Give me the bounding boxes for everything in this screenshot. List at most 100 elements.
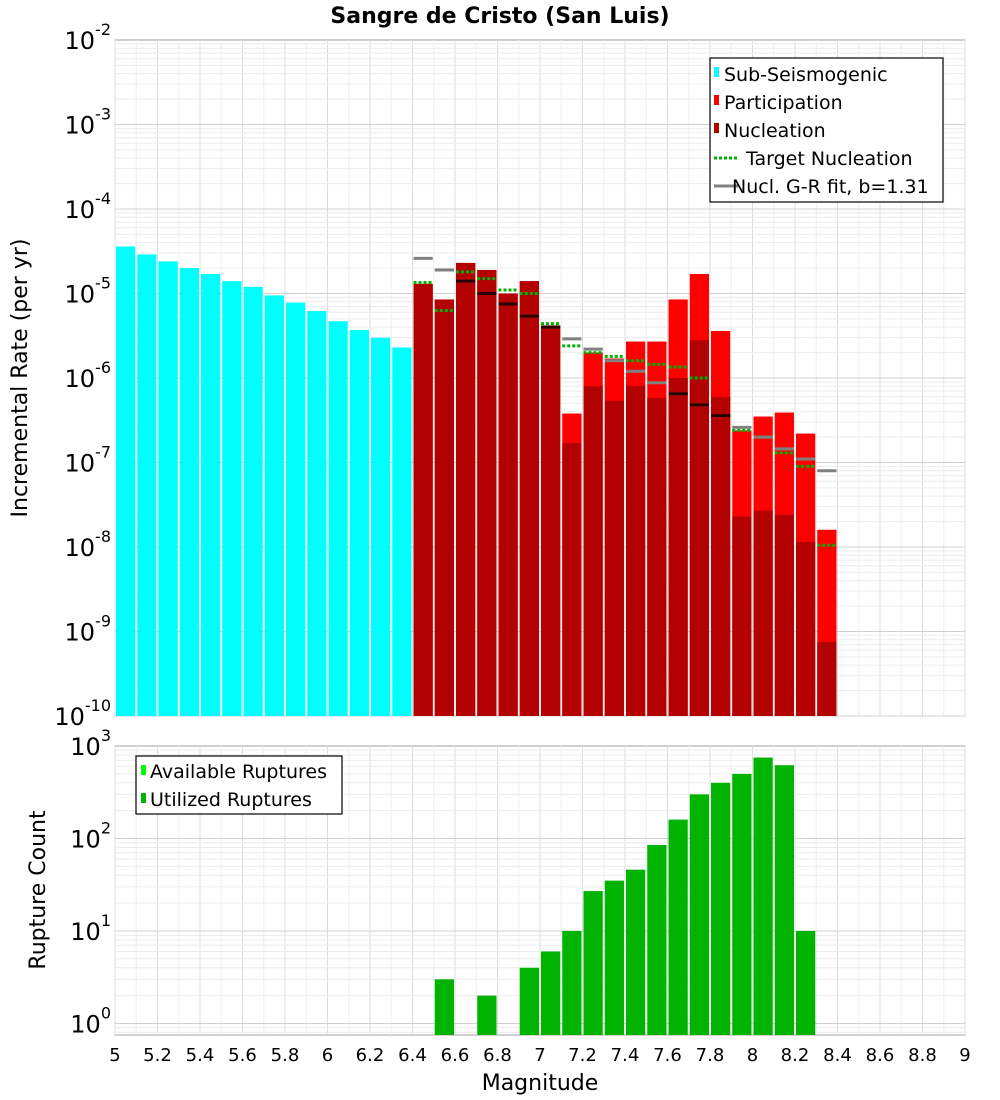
- x-tick-label: 5.2: [143, 1045, 172, 1066]
- bar-nucleation: [626, 386, 646, 716]
- bar-nucleation: [498, 293, 518, 716]
- bar-nucleation: [519, 281, 539, 716]
- bar-sub-seismogenic: [137, 254, 157, 716]
- bar-utilized-ruptures: [434, 979, 454, 1035]
- y-tick-label: 10-3: [65, 105, 112, 140]
- bar-nucleation: [604, 400, 624, 716]
- x-tick-label: 9: [959, 1045, 970, 1066]
- rate-plot-segments: [413, 256, 837, 547]
- rate-legend-box: [709, 57, 944, 203]
- y-tick-label: 100: [70, 1003, 111, 1038]
- bar-utilized-ruptures: [519, 967, 539, 1035]
- legend-swatch: [714, 123, 719, 133]
- count-y-axis-label: Rupture Count: [26, 810, 51, 970]
- bar-nucleation: [774, 514, 794, 716]
- legend-label: Participation: [724, 92, 843, 114]
- count-plot: 100 101 102 103 Rupture Count Available Rup…: [26, 726, 966, 1038]
- legend-label: Target Nucleation: [745, 148, 913, 170]
- y-tick-label: 10-5: [65, 274, 112, 309]
- bar-nucleation: [541, 327, 561, 716]
- bar-utilized-ruptures: [689, 794, 709, 1035]
- x-tick-label: 6.4: [398, 1045, 427, 1066]
- bar-utilized-ruptures: [668, 819, 688, 1035]
- bar-nucleation: [753, 510, 773, 716]
- x-tick-label: 6: [322, 1045, 333, 1066]
- rate-y-axis-label: Incremental Rate (per yr): [8, 239, 33, 518]
- y-tick-label: 103: [70, 726, 111, 761]
- bar-nucleation: [456, 262, 476, 716]
- bar-sub-seismogenic: [328, 321, 348, 716]
- legend-swatch: [141, 765, 146, 775]
- x-tick-label: 5.8: [271, 1045, 300, 1066]
- bar-utilized-ruptures: [583, 891, 603, 1035]
- bar-nucleation: [647, 397, 667, 716]
- y-tick-label: 10-8: [65, 527, 112, 562]
- legend-label: Nucl. G-R fit, b=1.31: [732, 176, 929, 198]
- x-tick-label: 7.4: [611, 1045, 640, 1066]
- x-tick-label: 8.2: [781, 1045, 810, 1066]
- bar-sub-seismogenic: [371, 337, 391, 716]
- x-axis-label: Magnitude: [482, 1071, 599, 1096]
- bar-nucleation: [413, 283, 433, 716]
- count-plot-bars: [434, 757, 816, 1035]
- bar-utilized-ruptures: [774, 765, 794, 1035]
- y-tick-label: 101: [70, 911, 111, 946]
- rate-plot-bars: [116, 246, 837, 716]
- bar-sub-seismogenic: [222, 281, 242, 716]
- bar-nucleation: [796, 541, 816, 716]
- x-tick-label: 5.4: [186, 1045, 215, 1066]
- x-tick-label: 6.8: [483, 1045, 512, 1066]
- bar-utilized-ruptures: [604, 880, 624, 1035]
- x-tick-label: 8.6: [866, 1045, 895, 1066]
- bar-sub-seismogenic: [307, 311, 327, 716]
- x-tick-label: 7.8: [696, 1045, 725, 1066]
- bar-nucleation: [477, 269, 497, 716]
- y-tick-label: 10-9: [65, 612, 112, 647]
- y-tick-label: 10-10: [54, 696, 111, 731]
- legend-label: Available Ruptures: [150, 761, 327, 783]
- x-tick-label: 6.6: [441, 1045, 470, 1066]
- bar-utilized-ruptures: [541, 951, 561, 1035]
- x-tick-label: 8.4: [823, 1045, 852, 1066]
- legend-swatch: [714, 95, 719, 105]
- bar-sub-seismogenic: [243, 286, 263, 716]
- y-tick-label: 10-7: [65, 443, 112, 478]
- x-tick-label: 5.6: [228, 1045, 257, 1066]
- legend-label: Nucleation: [724, 120, 826, 142]
- rate-legend: Sub-Seismogenic Participation Nucleation Ta…: [709, 57, 944, 203]
- count-y-ticks: 100 101 102 103: [70, 726, 111, 1038]
- bar-sub-seismogenic: [201, 274, 221, 716]
- bar-sub-seismogenic: [158, 261, 178, 716]
- y-tick-label: 102: [70, 818, 111, 853]
- legend-label: Sub-Seismogenic: [724, 64, 888, 86]
- legend-label: Utilized Ruptures: [150, 789, 312, 811]
- bar-utilized-ruptures: [477, 995, 497, 1035]
- bar-utilized-ruptures: [562, 930, 582, 1035]
- bar-utilized-ruptures: [732, 773, 752, 1035]
- bar-sub-seismogenic: [349, 329, 369, 716]
- legend-swatch: [141, 793, 146, 803]
- bar-utilized-ruptures: [711, 782, 731, 1035]
- bar-nucleation: [668, 378, 688, 716]
- bar-nucleation: [562, 443, 582, 716]
- count-legend: Available Ruptures Utilized Ruptures: [135, 755, 343, 815]
- bar-nucleation: [434, 299, 454, 716]
- x-tick-label: 7.2: [568, 1045, 597, 1066]
- count-legend-box: [135, 755, 343, 815]
- x-tick-label: 7: [534, 1045, 545, 1066]
- y-tick-label: 10-4: [65, 189, 112, 224]
- bar-utilized-ruptures: [796, 930, 816, 1035]
- x-tick-label: 7.6: [653, 1045, 682, 1066]
- x-tick-label: 5: [109, 1045, 120, 1066]
- chart-title: Sangre de Cristo (San Luis): [330, 4, 669, 29]
- bar-sub-seismogenic: [264, 295, 284, 716]
- x-tick-label: 6.2: [356, 1045, 385, 1066]
- bar-nucleation: [689, 340, 709, 716]
- bar-nucleation: [817, 642, 837, 716]
- bar-nucleation: [711, 396, 731, 716]
- bar-sub-seismogenic: [116, 246, 136, 716]
- x-tick-label: 8: [747, 1045, 758, 1066]
- bar-sub-seismogenic: [179, 268, 199, 716]
- legend-swatch: [714, 67, 719, 77]
- y-tick-label: 10-6: [65, 358, 112, 393]
